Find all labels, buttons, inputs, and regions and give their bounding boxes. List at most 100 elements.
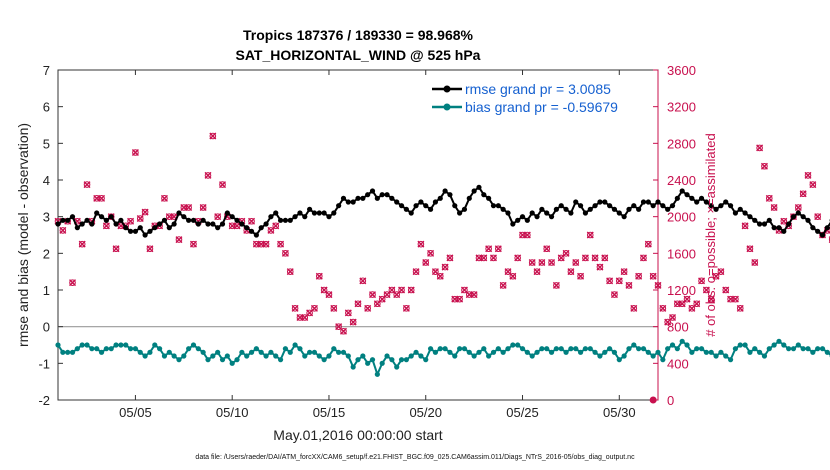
series-point bbox=[447, 192, 453, 198]
series-point bbox=[365, 192, 371, 198]
obs-count-point bbox=[591, 254, 599, 262]
obs-count-point bbox=[760, 162, 768, 170]
series-point bbox=[776, 225, 782, 231]
series-point bbox=[132, 228, 139, 234]
series-point bbox=[776, 338, 782, 344]
series-point bbox=[413, 349, 419, 355]
series-point bbox=[819, 232, 826, 238]
series-point bbox=[786, 346, 792, 352]
series-point bbox=[786, 221, 792, 227]
series-point bbox=[132, 346, 139, 352]
obs-count-point bbox=[364, 304, 372, 312]
series-point bbox=[689, 349, 695, 355]
series-point bbox=[340, 349, 347, 355]
series-point bbox=[515, 217, 521, 223]
series-point bbox=[510, 342, 516, 348]
series-point bbox=[394, 364, 400, 370]
series-point bbox=[142, 353, 148, 359]
obs-count-point bbox=[136, 215, 144, 222]
series-point bbox=[505, 210, 511, 216]
series-point bbox=[224, 353, 230, 359]
series-point bbox=[563, 206, 569, 212]
series-point bbox=[529, 210, 535, 216]
obs-count-point bbox=[354, 300, 362, 308]
y-tick-left-label: 6 bbox=[43, 100, 50, 115]
series-point bbox=[403, 206, 409, 212]
series-point bbox=[737, 342, 743, 348]
obs-count-point bbox=[272, 222, 280, 230]
series-point bbox=[316, 210, 322, 216]
series-point bbox=[597, 353, 603, 359]
series-point bbox=[268, 214, 274, 220]
obs-count-point bbox=[625, 281, 633, 289]
series-point bbox=[718, 203, 724, 209]
series-point bbox=[384, 353, 390, 359]
series-point bbox=[200, 217, 206, 223]
series-point bbox=[60, 349, 66, 355]
series-point bbox=[336, 349, 342, 355]
obs-count-point bbox=[717, 268, 725, 276]
series-point bbox=[737, 206, 743, 212]
y-tick-right-label: 2800 bbox=[667, 136, 696, 151]
series-point bbox=[534, 214, 540, 220]
rmse-series bbox=[55, 184, 830, 238]
obs-count-point bbox=[398, 286, 406, 294]
y-tick-right-label: 3600 bbox=[667, 63, 696, 78]
series-point bbox=[326, 353, 332, 359]
obs-count-point bbox=[185, 204, 193, 211]
series-point bbox=[790, 214, 797, 220]
series-point bbox=[55, 342, 61, 348]
obs-count-point bbox=[98, 194, 106, 202]
series-point bbox=[282, 346, 289, 352]
series-point bbox=[757, 221, 763, 227]
series-point bbox=[60, 217, 66, 223]
plot-area bbox=[57, 69, 659, 401]
series-point bbox=[152, 225, 158, 231]
series-point bbox=[389, 357, 395, 363]
series-point bbox=[248, 349, 255, 355]
series-point bbox=[65, 217, 71, 223]
obs-count-point bbox=[654, 281, 662, 289]
series-point bbox=[389, 195, 395, 201]
series-point bbox=[573, 199, 579, 205]
series-point bbox=[684, 342, 690, 348]
y-tick-right-label: 800 bbox=[667, 320, 689, 335]
y-axis-right-label: # of obs: o=possible; ×=assimilated bbox=[703, 133, 718, 336]
obs-count-point bbox=[112, 245, 120, 253]
series-point bbox=[408, 210, 414, 216]
series-point bbox=[592, 349, 598, 355]
obs-count-point bbox=[315, 272, 323, 280]
series-point bbox=[534, 349, 540, 355]
series-point bbox=[398, 203, 405, 209]
obs-count-point bbox=[422, 259, 430, 266]
obs-count-point bbox=[412, 268, 420, 276]
legend-bias-label: bias grand pr = -0.59679 bbox=[465, 99, 618, 115]
obs-count-point bbox=[489, 254, 497, 262]
series-point bbox=[186, 346, 192, 352]
series-point bbox=[563, 349, 569, 355]
series-point bbox=[398, 357, 405, 363]
series-point bbox=[771, 225, 777, 231]
series-point bbox=[476, 184, 482, 190]
series-point bbox=[176, 357, 182, 363]
series-point bbox=[727, 357, 734, 363]
series-point bbox=[229, 214, 235, 220]
obs-count-point bbox=[339, 327, 347, 335]
obs-count-point bbox=[456, 295, 464, 303]
series-point bbox=[321, 210, 327, 216]
series-point bbox=[587, 206, 593, 212]
series-point bbox=[244, 225, 250, 231]
obs-count-point bbox=[722, 286, 730, 294]
series-point bbox=[466, 349, 472, 355]
series-point bbox=[626, 346, 632, 352]
series-point bbox=[810, 349, 816, 355]
series-point bbox=[461, 346, 468, 352]
series-point bbox=[229, 360, 235, 366]
series-point bbox=[457, 346, 463, 352]
obs-count-point bbox=[572, 259, 580, 266]
series-point bbox=[147, 228, 153, 234]
series-point bbox=[766, 217, 772, 223]
series-point bbox=[757, 349, 763, 355]
y-tick-right-label: 400 bbox=[667, 356, 689, 371]
series-line bbox=[57, 185, 830, 237]
